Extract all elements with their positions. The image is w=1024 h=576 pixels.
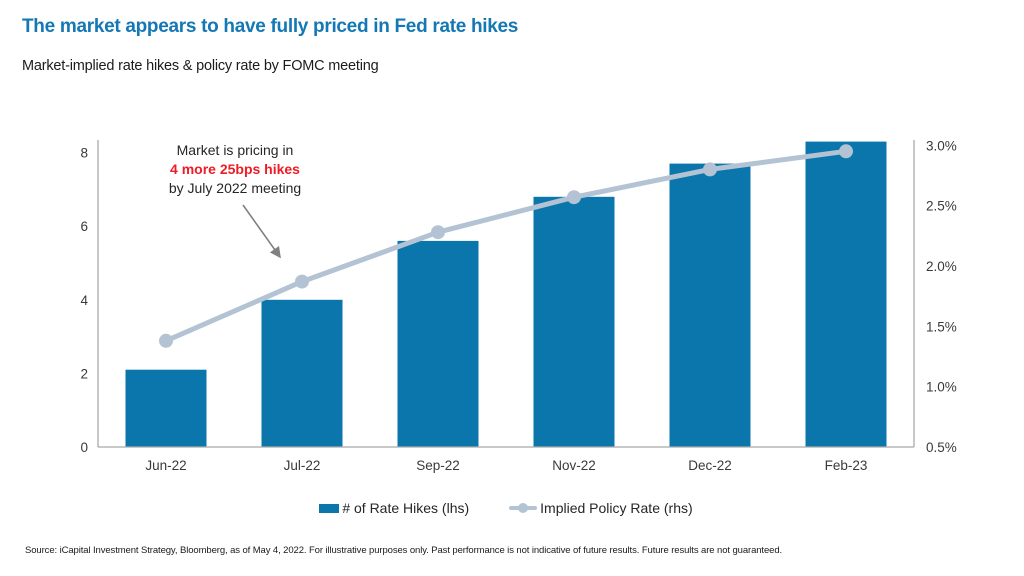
annotation-line-1: Market is pricing in <box>176 142 294 158</box>
x-axis-label: Sep-22 <box>416 458 460 473</box>
chart-subtitle: Market-implied rate hikes & policy rate … <box>22 58 379 74</box>
policy-rate-marker-sep-22 <box>431 225 445 240</box>
policy-rate-line <box>163 148 849 344</box>
annotation-line-3: by July 2022 meeting <box>168 180 302 196</box>
chart-annotation: Market is pricing in 4 more 25bps hikes … <box>125 141 345 198</box>
legend-item-rate-hikes: # of Rate Hikes (lhs) <box>319 500 469 516</box>
left-axis-tick-label: 2 <box>80 366 88 381</box>
right-axis-tick-label: 1.5% <box>926 319 957 334</box>
line-swatch-icon <box>509 503 538 513</box>
x-axis-label: Dec-22 <box>688 458 732 473</box>
right-axis-tick-label: 2.0% <box>926 259 957 274</box>
legend-line-label: Implied Policy Rate (rhs) <box>540 500 693 516</box>
policy-rate-marker-dec-22 <box>703 162 717 177</box>
left-axis-tick-label: 8 <box>80 146 88 161</box>
x-axis-label: Jun-22 <box>145 458 186 473</box>
bar-swatch-icon <box>319 503 340 513</box>
right-axis-tick-label: 1.0% <box>926 380 957 395</box>
left-axis-tick-label: 0 <box>80 440 88 455</box>
source-note: Source: iCapital Investment Strategy, Bl… <box>25 545 783 556</box>
legend-item-policy-rate: Implied Policy Rate (rhs) <box>509 500 693 516</box>
annotation-line-2: 4 more 25bps hikes <box>170 161 300 177</box>
x-axis-label: Nov-22 <box>552 458 596 473</box>
bar-jun-22 <box>125 369 207 447</box>
right-axis-tick-label: 0.5% <box>926 440 957 455</box>
policy-rate-marker-jul-22 <box>295 274 309 289</box>
legend-bar-label: # of Rate Hikes (lhs) <box>342 500 470 516</box>
line-marker-icon <box>518 503 529 513</box>
x-axis-label: Feb-23 <box>825 458 868 473</box>
bar-nov-22 <box>533 196 615 447</box>
x-axis-label: Jul-22 <box>284 458 321 473</box>
page-title: The market appears to have fully priced … <box>22 16 519 37</box>
bar-dec-22 <box>669 163 751 447</box>
bar-sep-22 <box>397 240 479 447</box>
bar-feb-23 <box>805 141 887 447</box>
right-axis-tick-label: 2.5% <box>926 199 957 214</box>
chart-legend: # of Rate Hikes (lhs) Implied Policy Rat… <box>98 497 914 519</box>
bar-jul-22 <box>261 299 343 447</box>
policy-rate-marker-jun-22 <box>159 333 173 348</box>
left-axis-tick-label: 4 <box>80 293 88 308</box>
left-axis-tick-label: 6 <box>80 219 88 234</box>
policy-rate-marker-feb-23 <box>839 144 853 159</box>
policy-rate-marker-nov-22 <box>567 190 581 205</box>
right-axis-tick-label: 3.0% <box>926 138 957 153</box>
annotation-arrow-icon <box>242 204 281 259</box>
